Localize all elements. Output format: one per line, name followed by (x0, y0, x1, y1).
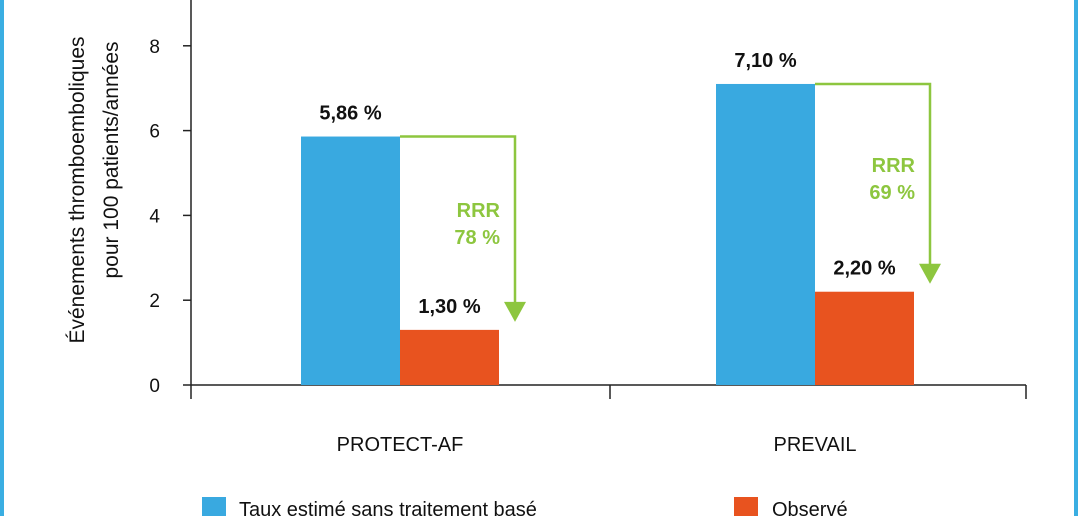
category-label: PREVAIL (774, 434, 857, 456)
legend-swatch (734, 497, 758, 516)
rrr-arrow-head (504, 301, 526, 322)
annotations: RRR 78 % RRR 69 % (400, 82, 941, 322)
bar (400, 329, 499, 385)
bar-data-label: 5,86 % (319, 103, 381, 125)
bar-data-label: 7,10 % (734, 50, 796, 72)
bar (301, 136, 400, 385)
legend-label: Observé (772, 499, 848, 516)
rrr-arrow-line (400, 135, 517, 304)
rrr-arrow-line (815, 82, 932, 266)
legend-label: Taux estimé sans traitement basé (239, 499, 537, 516)
rrr-label: RRR (457, 200, 501, 222)
legend: Taux estimé sans traitement basé Observé (202, 497, 848, 516)
rrr-value: 78 % (454, 227, 500, 249)
bar (815, 291, 914, 385)
y-axis: 0 2 4 6 8 (149, 0, 192, 397)
x-axis: PROTECT-AF PREVAIL (190, 384, 1027, 456)
y-axis-label-line-1: Événements thromboemboliques (66, 36, 89, 343)
y-axis-label-line-2: pour 100 patients/années (100, 41, 123, 278)
y-tick-label: 4 (149, 206, 160, 227)
y-tick-label: 0 (149, 376, 160, 397)
bar (716, 83, 815, 386)
bar-data-label: 2,20 % (833, 258, 895, 280)
y-tick-label: 2 (149, 291, 160, 312)
bar-data-label: 1,30 % (418, 296, 480, 318)
category-label: PROTECT-AF (337, 434, 464, 456)
rrr-value: 69 % (869, 182, 915, 204)
y-tick-label: 6 (149, 122, 160, 143)
legend-swatch (202, 497, 226, 516)
bar-chart: 0 2 4 6 8 PROTECT-AF PREVAIL 5,86 % 1,30 % 7,10… (66, 0, 1027, 516)
rrr-arrow-head (919, 263, 941, 284)
y-tick-label: 8 (149, 37, 160, 58)
bars: 5,86 % 1,30 % 7,10 % 2,20 % (301, 50, 914, 386)
rrr-label: RRR (872, 155, 916, 177)
